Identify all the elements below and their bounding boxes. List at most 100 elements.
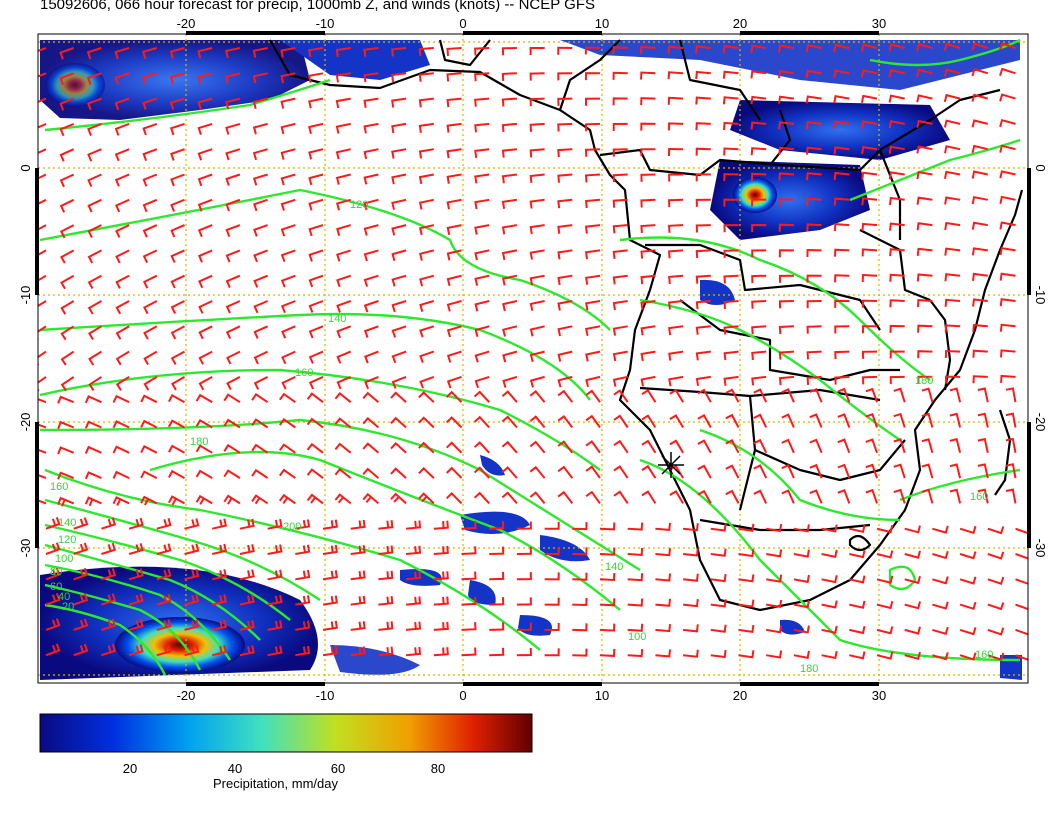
wind-barb [557, 72, 573, 81]
wind-barb [921, 438, 934, 454]
wind-barb [529, 465, 546, 479]
wind-barb [557, 249, 573, 260]
wind-barb [142, 173, 158, 187]
wind-barb [529, 375, 545, 388]
wind-barb [821, 650, 838, 660]
lon-tick-label: 0 [459, 16, 466, 31]
wind-barb [640, 375, 656, 387]
wind-barb [59, 97, 75, 111]
wind-barb [723, 350, 739, 361]
wind-barb [821, 524, 838, 533]
wind-barb [655, 548, 671, 557]
wind-barb [655, 598, 671, 607]
wind-barb [959, 652, 977, 661]
wind-barb [809, 413, 823, 428]
wind-barb [128, 517, 144, 530]
wind-barb [723, 375, 739, 386]
contour-label: 40 [58, 591, 70, 603]
wind-barb [944, 375, 961, 384]
wind-barb [418, 47, 434, 57]
wind-barb [751, 274, 767, 284]
wind-barb [489, 647, 505, 657]
wind-barb [433, 571, 449, 581]
wind-barb [529, 491, 546, 505]
wind-barb [612, 198, 628, 208]
wind-barb [613, 490, 629, 504]
wind-barb [834, 248, 850, 257]
wind-barb [667, 96, 684, 105]
wind-barb [446, 198, 462, 210]
wind-barb [751, 198, 767, 207]
wind-barb [156, 593, 172, 606]
wind-barb [84, 395, 102, 404]
wind-barb [446, 122, 462, 133]
wind-barb [418, 72, 434, 82]
wind-barb [225, 198, 241, 212]
wind-barb [446, 72, 462, 82]
wind-barb [627, 623, 644, 632]
wind-barb [833, 43, 850, 53]
wind-barb [38, 47, 47, 53]
wind-barb [697, 413, 712, 428]
wind-barb [585, 198, 601, 209]
wind-barb [322, 620, 338, 631]
wind-barb [60, 274, 75, 290]
wind-barb [280, 274, 296, 288]
wind-barb [806, 223, 822, 232]
wind-barb [363, 198, 379, 211]
wind-barb [710, 649, 727, 659]
lon-tick-label: 20 [733, 688, 747, 703]
wind-barb [584, 122, 601, 132]
wind-barb [335, 122, 351, 134]
contour-label: 180 [190, 436, 208, 448]
wind-barb [112, 470, 130, 480]
wind-barb [38, 499, 47, 505]
wind-barb [766, 650, 783, 659]
wind-barb [888, 94, 905, 103]
wind-barb [753, 489, 768, 504]
wind-barb [889, 350, 905, 359]
wind-barb [641, 490, 657, 504]
wind-barb [251, 468, 269, 479]
wind-barb [143, 376, 158, 391]
wind-barb [140, 394, 158, 404]
wind-barb [73, 517, 89, 530]
wind-barb [781, 489, 795, 504]
wind-barb [943, 68, 961, 77]
wind-barb [944, 298, 961, 307]
wind-barb [778, 375, 794, 386]
wind-barb [641, 389, 657, 403]
wind-barb [987, 551, 1005, 560]
wind-barb [140, 495, 158, 506]
wind-barb [501, 466, 518, 479]
wind-barb [211, 518, 227, 530]
wind-barb [184, 518, 200, 530]
wind-barb [599, 598, 616, 607]
wind-barb [778, 249, 794, 258]
wind-barb [516, 622, 532, 631]
wind-barb [723, 224, 739, 233]
wind-barb [916, 222, 933, 231]
wind-barb [944, 324, 961, 333]
wind-barb [778, 70, 795, 79]
wind-barb [391, 47, 407, 57]
wind-barb [572, 572, 588, 581]
wind-barb [697, 489, 712, 504]
wind-barb [418, 173, 434, 185]
wind-barb [529, 224, 545, 235]
wind-barb [932, 525, 949, 534]
wind-barb [837, 489, 851, 504]
wind-barb [308, 148, 324, 160]
wind-barb [87, 198, 102, 213]
wind-barb [474, 173, 490, 184]
wind-barb [363, 325, 379, 338]
wind-barb [889, 299, 905, 308]
wind-barb [308, 249, 324, 262]
wind-barb [697, 464, 712, 479]
wind-barb [461, 571, 477, 581]
wind-barb [267, 544, 283, 555]
wind-barb [114, 47, 130, 60]
wind-barb [668, 274, 684, 284]
wind-barb [833, 197, 850, 206]
wind-barb [169, 97, 185, 110]
